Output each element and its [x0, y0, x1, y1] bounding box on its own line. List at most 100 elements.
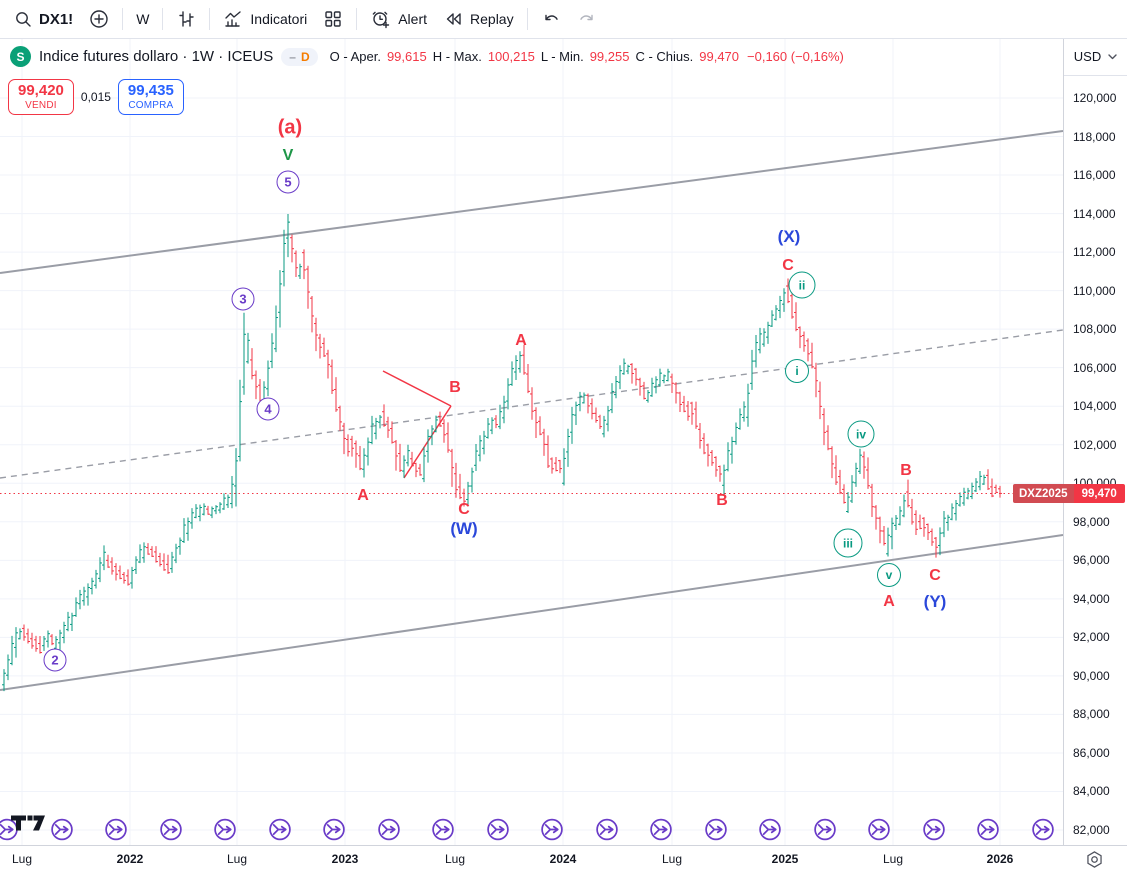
ohlc-bar: [830, 446, 834, 479]
channel-trendline[interactable]: [0, 130, 1063, 274]
timeline-jump-marker[interactable]: [977, 818, 1000, 846]
timeline-jump-marker[interactable]: [50, 818, 73, 846]
triangle-pattern-line[interactable]: [382, 370, 452, 407]
ohlc-bar: [726, 442, 730, 472]
ohlc-bar: [826, 425, 830, 451]
timeline-jump-marker[interactable]: [541, 818, 564, 846]
ohlc-bar: [310, 296, 314, 333]
ohlc-bar: [630, 363, 634, 384]
chart-pane[interactable]: [0, 38, 1063, 845]
axis-settings-button[interactable]: [1085, 850, 1104, 872]
timeline-jump-marker[interactable]: [868, 818, 891, 846]
channel-trendline[interactable]: [0, 534, 1063, 691]
interval-button[interactable]: W: [128, 7, 157, 31]
grid-layout-icon: [323, 9, 343, 29]
ohlc-bar: [638, 377, 642, 396]
interval-badge[interactable]: – D: [281, 47, 318, 66]
ohlc-bar: [106, 554, 110, 568]
currency-select[interactable]: USD: [1064, 38, 1127, 76]
ohlc-bar: [550, 457, 554, 474]
alert-button[interactable]: Alert: [362, 5, 435, 34]
timeline-jump-marker[interactable]: [704, 818, 727, 846]
ohlc-bar: [66, 611, 70, 632]
ohlc-bar: [54, 636, 58, 659]
time-axis[interactable]: Lug 2022 Lug 2023 Lug 2024 Lug 2025 Lug 2026: [0, 845, 1127, 872]
channel-midline[interactable]: [0, 329, 1063, 479]
ohlc-bar: [170, 551, 174, 573]
ohlc-bar: [490, 417, 494, 435]
price-tick-label: 116,000: [1073, 168, 1116, 183]
ohlc-bar: [742, 401, 746, 422]
sell-button[interactable]: 99,420 VENDI: [8, 79, 74, 115]
ohlc-bar: [222, 493, 226, 510]
chart-canvas[interactable]: [0, 38, 1063, 845]
replay-button[interactable]: Replay: [435, 5, 522, 33]
ohlc-bar: [218, 502, 222, 514]
ohlc-bar: [734, 422, 738, 445]
bar-style-button[interactable]: [168, 5, 204, 33]
timeline-jump-marker[interactable]: [105, 818, 128, 846]
ohlc-bar: [938, 527, 942, 556]
timeline-jump-marker[interactable]: [214, 818, 237, 846]
ohlc-bar: [878, 516, 882, 544]
timeline-jump-marker[interactable]: [650, 818, 673, 846]
ohlc-bar: [402, 455, 406, 478]
ohlc-bar: [766, 321, 770, 344]
time-tick-label: Lug: [882, 852, 904, 866]
open-value: 99,615: [386, 49, 427, 64]
ohlc-bar: [122, 571, 126, 584]
ohlc-bar: [450, 448, 454, 487]
ohlc-bar: [230, 475, 234, 509]
timeline-jump-marker[interactable]: [268, 818, 291, 846]
ohlc-bar: [494, 415, 498, 429]
undo-button[interactable]: [533, 5, 569, 33]
timeline-jump-marker[interactable]: [377, 818, 400, 846]
timeline-jump-marker[interactable]: [323, 818, 346, 846]
ohlc-bar: [374, 417, 378, 440]
indicators-icon: [223, 9, 243, 29]
timeline-jump-marker[interactable]: [813, 818, 836, 846]
compare-add-button[interactable]: [81, 5, 117, 33]
timeline-jump-marker[interactable]: [759, 818, 782, 846]
timeline-jump-marker[interactable]: [1031, 818, 1054, 846]
symbol-search-button[interactable]: DX1!: [6, 6, 81, 32]
ohlc-bar: [690, 401, 694, 425]
redo-button[interactable]: [569, 5, 605, 33]
ohlc-bar: [186, 517, 190, 541]
ohlc-bar: [82, 586, 86, 606]
ohlc-bar: [146, 543, 150, 555]
symbol-title[interactable]: Indice futures dollaro · 1W · ICEUS: [39, 48, 274, 65]
ohlc-bar: [414, 462, 418, 478]
price-tick-label: 86,000: [1073, 745, 1110, 760]
daily-badge-label: D: [300, 49, 310, 64]
time-tick-label: 2022: [116, 852, 144, 866]
ohlc-bar: [894, 515, 898, 531]
timeline-jump-marker[interactable]: [159, 818, 182, 846]
ohlc-bar: [986, 469, 990, 491]
ohlc-bar: [798, 326, 802, 349]
price-axis[interactable]: USD 120,000 118,000 116,000 114,000 112,000 1…: [1063, 38, 1127, 845]
ohlc-bar: [542, 428, 546, 456]
replay-rewind-icon: [443, 9, 463, 29]
timeline-jump-marker[interactable]: [432, 818, 455, 846]
ohlc-bar: [790, 288, 794, 319]
ohlc-bar: [782, 288, 786, 312]
ohlc-bar: [682, 395, 686, 413]
timeline-jump-marker[interactable]: [0, 818, 19, 846]
ohlc-bar: [654, 376, 658, 394]
timeline-jump-marker[interactable]: [922, 818, 945, 846]
ohlc-bar: [890, 517, 894, 550]
ohlc-bar: [338, 405, 342, 431]
ohlc-bar: [470, 467, 474, 493]
timeline-jump-marker[interactable]: [595, 818, 618, 846]
price-tick-label: 104,000: [1073, 399, 1117, 414]
ohlc-bar: [234, 448, 238, 507]
buy-button[interactable]: 99,435 COMPRA: [117, 79, 184, 115]
layout-grid-button[interactable]: [315, 5, 351, 33]
price-tick-label: 112,000: [1073, 245, 1116, 260]
tradingview-logo[interactable]: [11, 812, 45, 839]
timeline-jump-marker[interactable]: [486, 818, 509, 846]
gridlines: [0, 38, 1063, 845]
indicators-button[interactable]: Indicatori: [215, 5, 315, 33]
undo-icon: [541, 9, 561, 29]
